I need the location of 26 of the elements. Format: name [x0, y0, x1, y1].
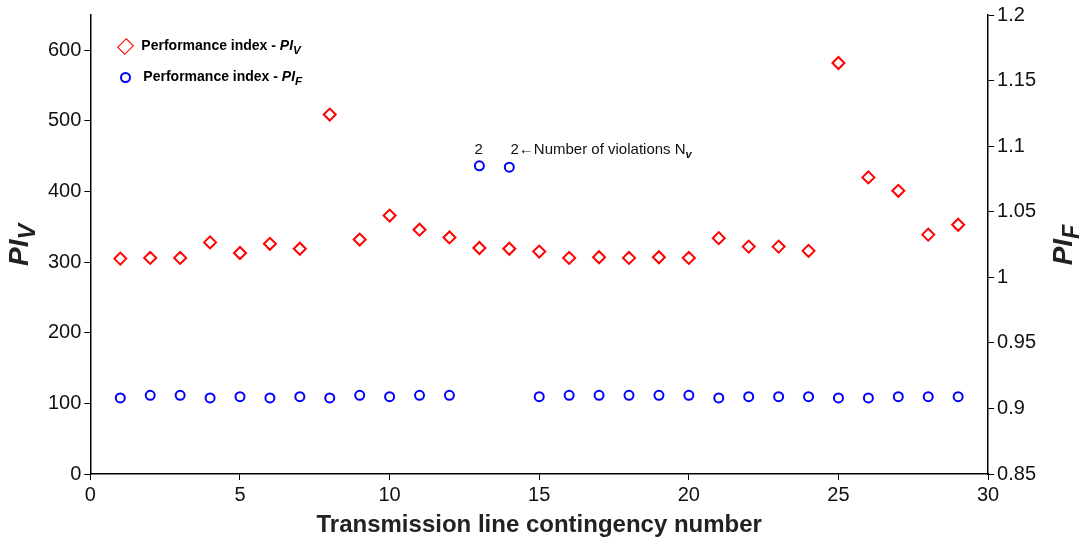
- y2-tick-label: 1.2: [997, 2, 1025, 25]
- y2-tick-label: 1: [997, 264, 1009, 287]
- y-tick-label: 600: [47, 37, 82, 60]
- y-tick-label: 0: [70, 461, 82, 484]
- x-tick-label: 15: [528, 482, 551, 505]
- y2-tick-label: 0.85: [997, 461, 1037, 484]
- y-tick-label: 400: [47, 179, 82, 202]
- x-tick-label: 5: [234, 482, 246, 505]
- y2-tick-label: 0.95: [997, 330, 1037, 353]
- x-tick-label: 30: [976, 482, 1000, 505]
- x-tick-label: 25: [827, 482, 850, 505]
- y-tick-label: 300: [47, 249, 82, 272]
- y-tick-label: 200: [47, 320, 82, 343]
- x-axis-title: Transmission line contingency number: [316, 510, 762, 538]
- legend-label: Performance index - PI$_{V}$: [141, 37, 301, 56]
- y2-tick-label: 1.15: [997, 68, 1037, 91]
- x-tick-label: 10: [378, 482, 401, 505]
- x-tick-label: 0: [84, 482, 96, 505]
- legend-label: Performance index - PI$_{F}$: [143, 67, 303, 87]
- y-tick-label: 500: [47, 108, 82, 131]
- y2-tick-label: 0.9: [997, 395, 1025, 418]
- y2-tick-label: 1.05: [997, 199, 1037, 222]
- annotation: 2: [474, 139, 483, 157]
- x-tick-label: 20: [677, 482, 700, 505]
- y-tick-label: 100: [47, 390, 82, 413]
- y2-tick-label: 1.1: [997, 133, 1025, 156]
